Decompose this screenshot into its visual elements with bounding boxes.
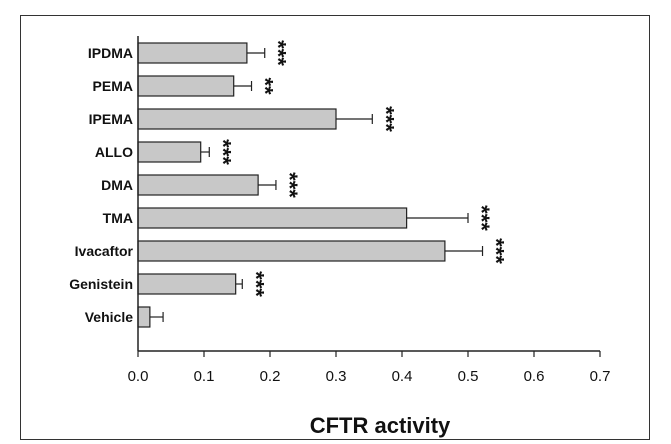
category-label-genistein: Genistein	[69, 276, 133, 292]
x-tick-label: 0.1	[194, 368, 215, 385]
significance-ipema: ***	[373, 106, 398, 132]
bar-ipema	[137, 108, 337, 130]
bar-ivacaftor	[137, 240, 446, 262]
significance-pema: **	[253, 77, 278, 95]
bar-vehicle	[137, 306, 151, 328]
bar-allo	[137, 141, 202, 163]
x-ticks-group: 0.0 0.1 0.2 0.3 0.4 0.5 0.6 0.7	[128, 351, 611, 385]
significance-dma: ***	[277, 172, 302, 198]
significance-group: ***********************	[210, 40, 508, 297]
x-tick-label: 0.6	[524, 368, 545, 385]
significance-genistein: ***	[243, 271, 268, 297]
axes-group	[137, 36, 600, 352]
x-tick-label: 0.4	[392, 368, 413, 385]
x-tick-label: 0.0	[128, 368, 149, 385]
x-tick-label: 0.2	[260, 368, 281, 385]
significance-ipdma: ***	[266, 40, 291, 66]
category-label-vehicle: Vehicle	[85, 309, 133, 325]
bar-ipdma	[137, 42, 248, 64]
category-labels-group: IPDMA PEMA IPEMA ALLO DMA TMA Ivacaftor Geniste…	[69, 45, 133, 325]
category-label-pema: PEMA	[93, 78, 133, 94]
bar-genistein	[137, 273, 237, 295]
x-axis-title: CFTR activity	[310, 413, 451, 438]
x-tick-label: 0.3	[326, 368, 347, 385]
x-tick-label: 0.5	[458, 368, 479, 385]
significance-tma: ***	[469, 205, 494, 231]
category-label-tma: TMA	[103, 210, 133, 226]
category-label-ipdma: IPDMA	[88, 45, 133, 61]
bar-tma	[137, 207, 408, 229]
category-label-ipema: IPEMA	[89, 111, 133, 127]
significance-ivacaftor: ***	[484, 238, 509, 264]
category-label-dma: DMA	[101, 177, 133, 193]
bar-pema	[137, 75, 235, 97]
category-label-ivacaftor: Ivacaftor	[75, 243, 134, 259]
category-label-allo: ALLO	[95, 144, 133, 160]
bar-dma	[137, 174, 259, 196]
error-bars-group	[149, 48, 484, 322]
x-tick-label: 0.7	[590, 368, 611, 385]
significance-allo: ***	[210, 139, 235, 165]
